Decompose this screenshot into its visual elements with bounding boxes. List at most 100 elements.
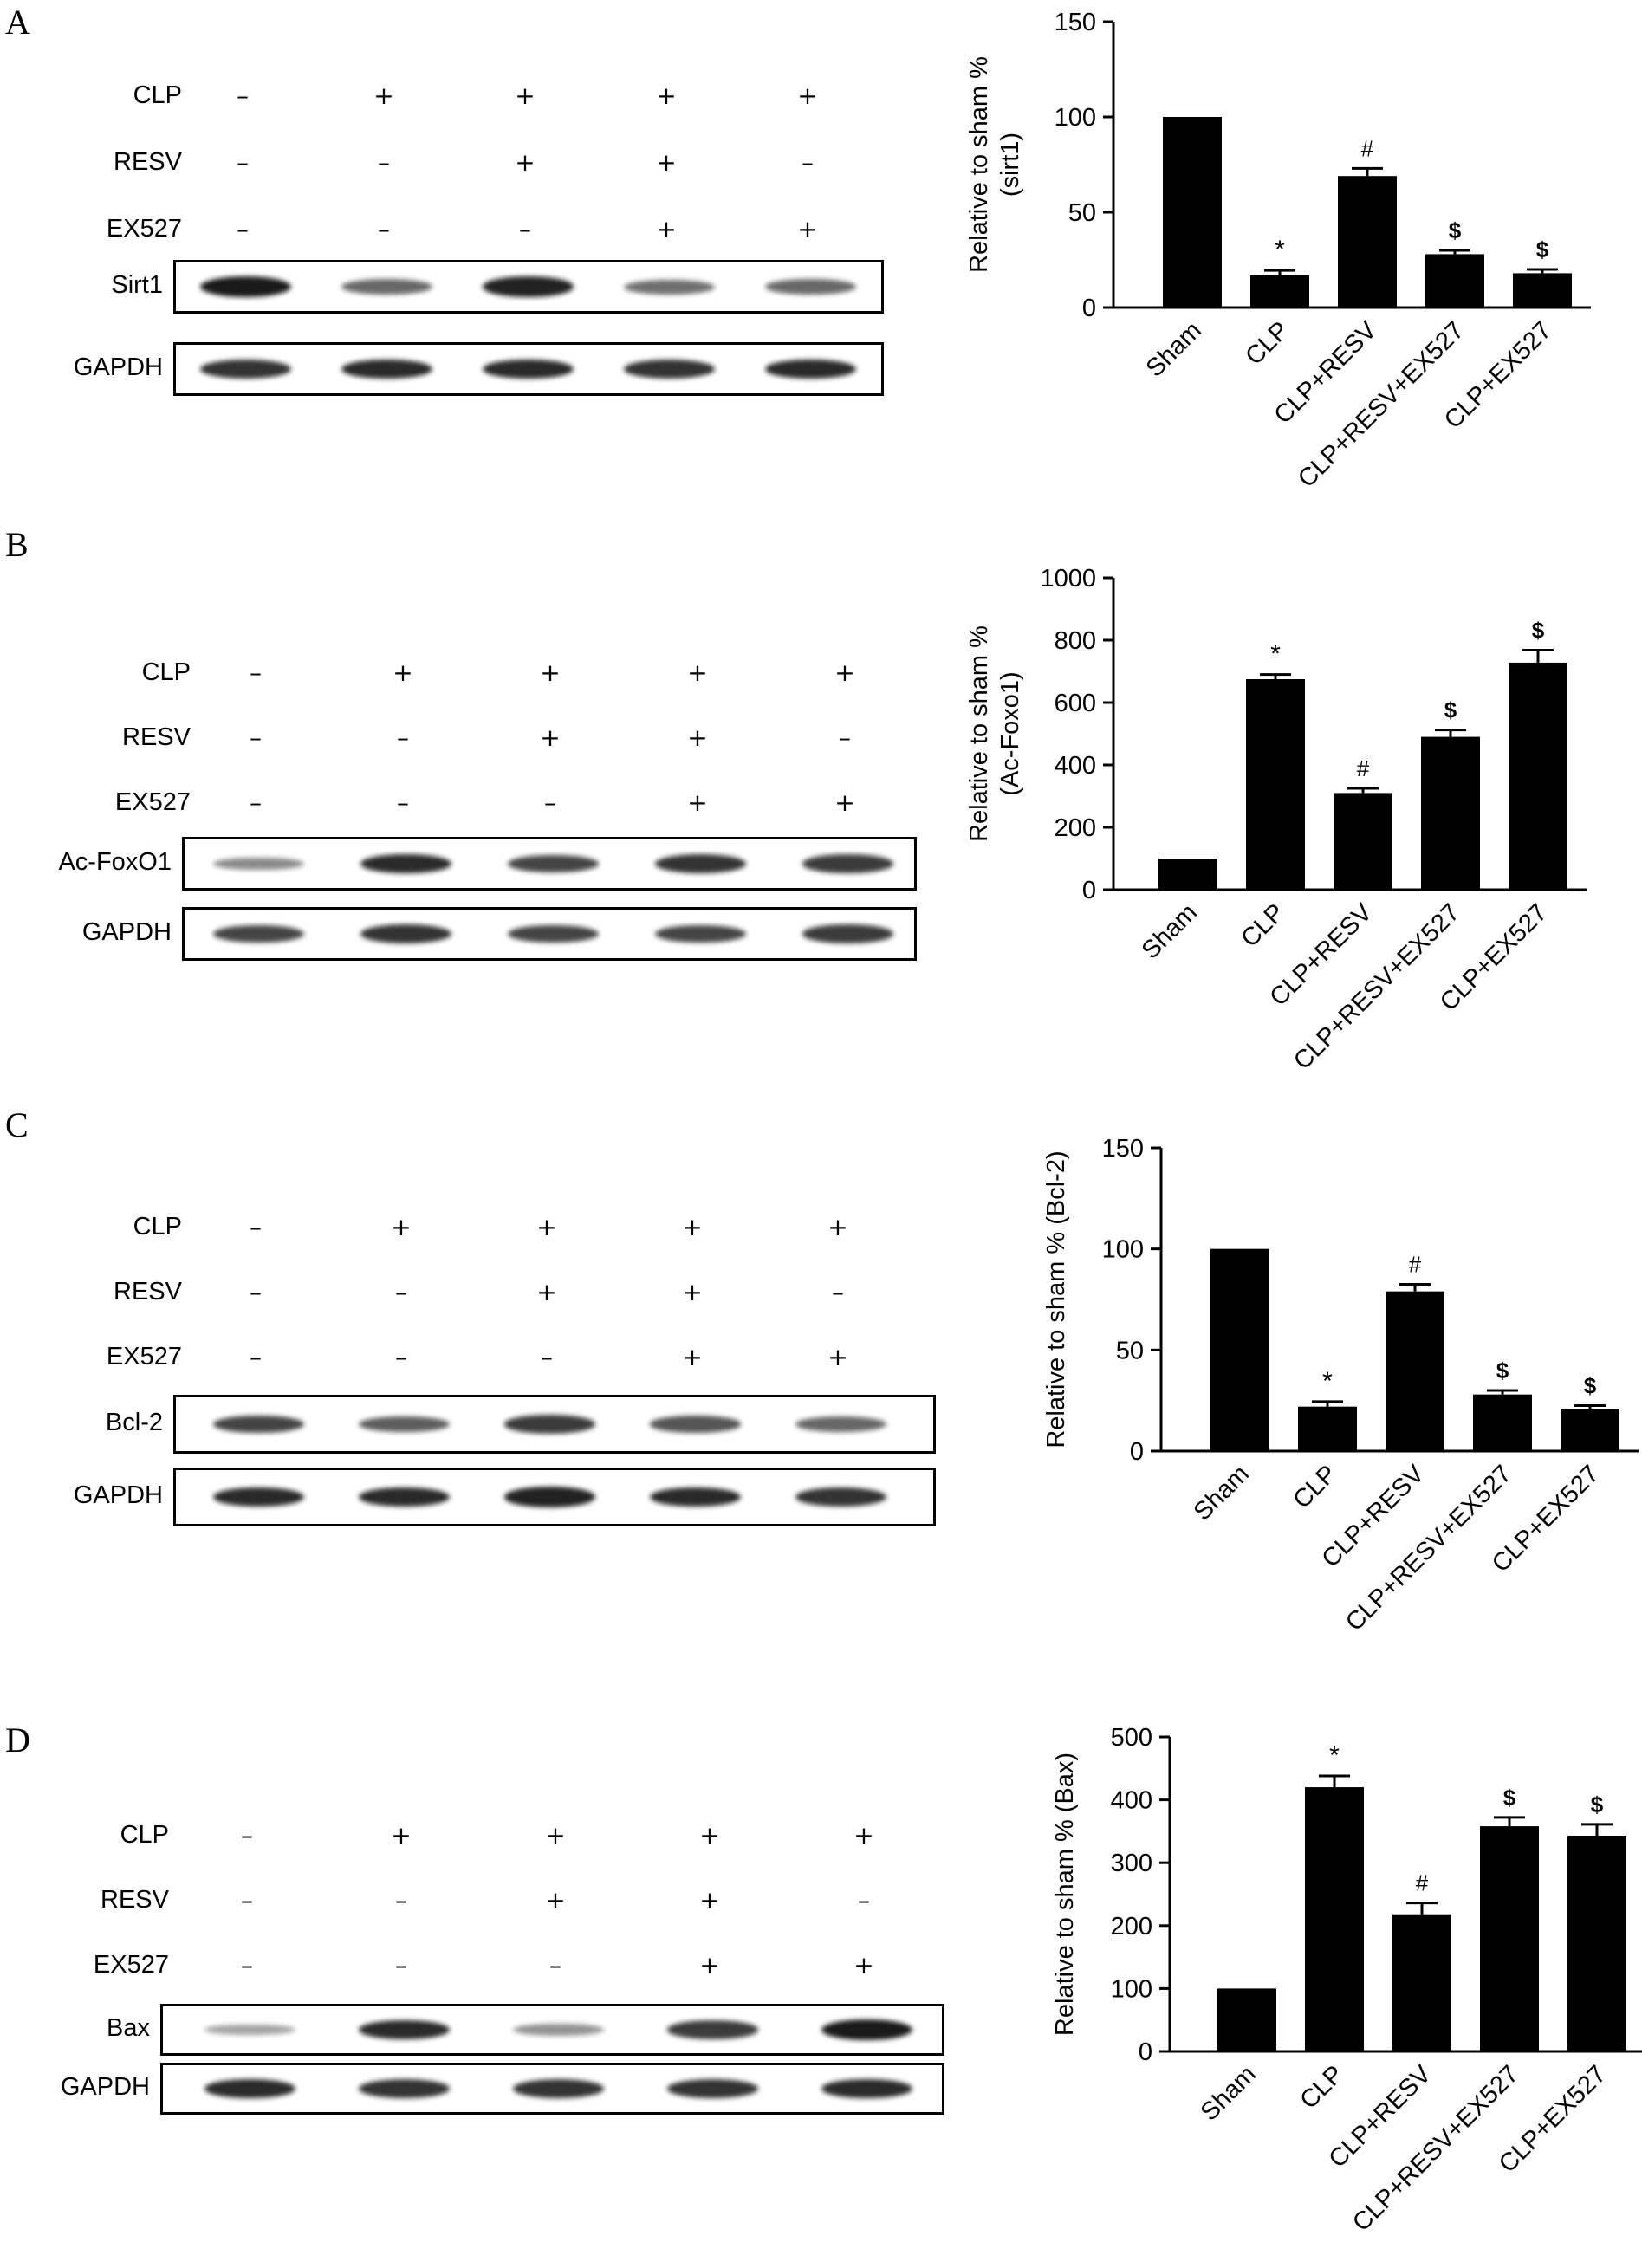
treatment-sign: –: [237, 215, 249, 243]
treatment-sign: –: [395, 1951, 407, 1980]
y-tick-label: 200: [1111, 1913, 1152, 1941]
blot-band: [507, 854, 599, 873]
treatment-sign: –: [378, 148, 390, 177]
blot-band: [482, 276, 574, 297]
treatment-sign: +: [391, 1821, 412, 1850]
condition-label-ex527: EX527: [93, 1951, 169, 1979]
blot-band: [360, 924, 451, 943]
y-tick-label: 100: [1055, 104, 1096, 132]
y-tick-label: 0: [1082, 295, 1096, 322]
blot-band: [341, 279, 432, 295]
y-tick-label: 500: [1111, 1724, 1152, 1752]
treatment-sign: +: [545, 1821, 566, 1850]
treatment-sign: –: [250, 788, 262, 817]
treatment-sign: –: [250, 1278, 262, 1306]
treatment-sign: +: [699, 1886, 720, 1915]
condition-label-ex527: EX527: [106, 1343, 182, 1371]
blot-label-gapdh: GAPDH: [81, 918, 172, 946]
significance-label: #: [1357, 755, 1370, 781]
bar: [1338, 176, 1397, 308]
treatment-sign: –: [832, 1278, 844, 1306]
condition-label-resv: RESV: [114, 1278, 182, 1306]
blot-image: [173, 342, 884, 396]
treatment-sign: –: [241, 1821, 253, 1850]
bar: [1561, 1409, 1619, 1451]
y-tick-label: 150: [1055, 9, 1096, 36]
y-tick-label: 0: [1130, 1438, 1144, 1466]
treatment-sign: +: [834, 788, 855, 817]
treatment-sign: +: [656, 81, 677, 110]
y-tick-label: 800: [1055, 627, 1096, 655]
bar: [1513, 273, 1572, 308]
treatment-sign: +: [699, 1951, 720, 1980]
treatment-sign: +: [682, 1343, 703, 1371]
bar: [1217, 1988, 1276, 2051]
treatment-sign: +: [834, 658, 855, 687]
blot-label-gapdh: GAPDH: [73, 1481, 163, 1509]
treatment-sign: –: [237, 148, 249, 177]
blot-band: [666, 2079, 758, 2098]
blot-band: [199, 276, 291, 297]
significance-label: $: [1503, 1785, 1516, 1811]
blot-band: [764, 279, 856, 295]
treatment-sign: –: [395, 1343, 407, 1371]
significance-label: #: [1416, 1870, 1429, 1896]
panel-b: B 0 200 400 600 800 1000 Relative to sham % (Ac…: [0, 0, 1642, 1083]
bar: [1425, 254, 1484, 308]
treatment-sign: –: [839, 723, 851, 752]
blot-band: [503, 1415, 595, 1434]
treatment-sign: +: [797, 215, 818, 243]
blot-band: [341, 359, 432, 379]
significance-label: $: [1536, 237, 1549, 262]
condition-label-ex527: EX527: [106, 215, 182, 243]
bar: [1386, 1291, 1444, 1451]
condition-label-clp: CLP: [141, 658, 191, 686]
blot-band: [666, 2020, 758, 2039]
treatment-sign: –: [395, 1278, 407, 1306]
y-tick-label: 200: [1055, 814, 1096, 842]
blot-band: [358, 1487, 450, 1507]
significance-label: $: [1449, 217, 1462, 243]
y-tick-label: 50: [1068, 199, 1096, 227]
condition-label-clp: CLP: [133, 81, 182, 109]
bar: [1163, 117, 1222, 308]
treatment-sign: +: [682, 1278, 703, 1306]
blot-image: [182, 837, 917, 891]
treatment-sign: –: [250, 723, 262, 752]
treatment-sign: –: [397, 788, 409, 817]
y-tick-label: 600: [1055, 690, 1096, 717]
blot-label-bcl-2: Bcl-2: [105, 1409, 163, 1436]
blot-band: [482, 359, 574, 379]
blot-band: [654, 854, 746, 873]
treatment-sign: +: [699, 1821, 720, 1850]
significance-label: *: [1322, 1367, 1333, 1396]
significance-label: $: [1591, 1792, 1604, 1818]
condition-label-clp: CLP: [120, 1821, 169, 1849]
blot-band: [802, 854, 893, 873]
blot-band: [358, 2019, 450, 2040]
blot-band: [358, 1416, 450, 1433]
y-tick-label: 150: [1102, 1135, 1144, 1163]
treatment-sign: –: [802, 148, 814, 177]
y-tick-label: 0: [1139, 2038, 1152, 2066]
blot-band: [649, 1416, 741, 1433]
y-tick-label: 400: [1111, 1787, 1152, 1815]
blot-band: [512, 2023, 604, 2037]
bar: [1392, 1914, 1451, 2051]
condition-label-ex527: EX527: [114, 788, 191, 816]
treatment-sign: +: [515, 148, 535, 177]
blot-band: [204, 2024, 295, 2036]
bar: [1250, 275, 1309, 308]
bar: [1298, 1406, 1357, 1451]
treatment-sign: +: [393, 658, 413, 687]
blot-band: [358, 2079, 450, 2098]
y-axis-label: Relative to sham % (Bax): [1051, 1753, 1079, 2036]
bar-chart-ac-foxo1: 0 200 400 600 800 1000 Relative to sham % (Ac-F…: [965, 565, 1587, 1075]
treatment-sign: +: [656, 215, 677, 243]
y-axis-label: Relative to sham % (Bcl-2): [1042, 1150, 1070, 1448]
condition-label-clp: CLP: [133, 1213, 182, 1241]
y-tick-label: 300: [1111, 1850, 1152, 1877]
bar: [1246, 679, 1305, 890]
